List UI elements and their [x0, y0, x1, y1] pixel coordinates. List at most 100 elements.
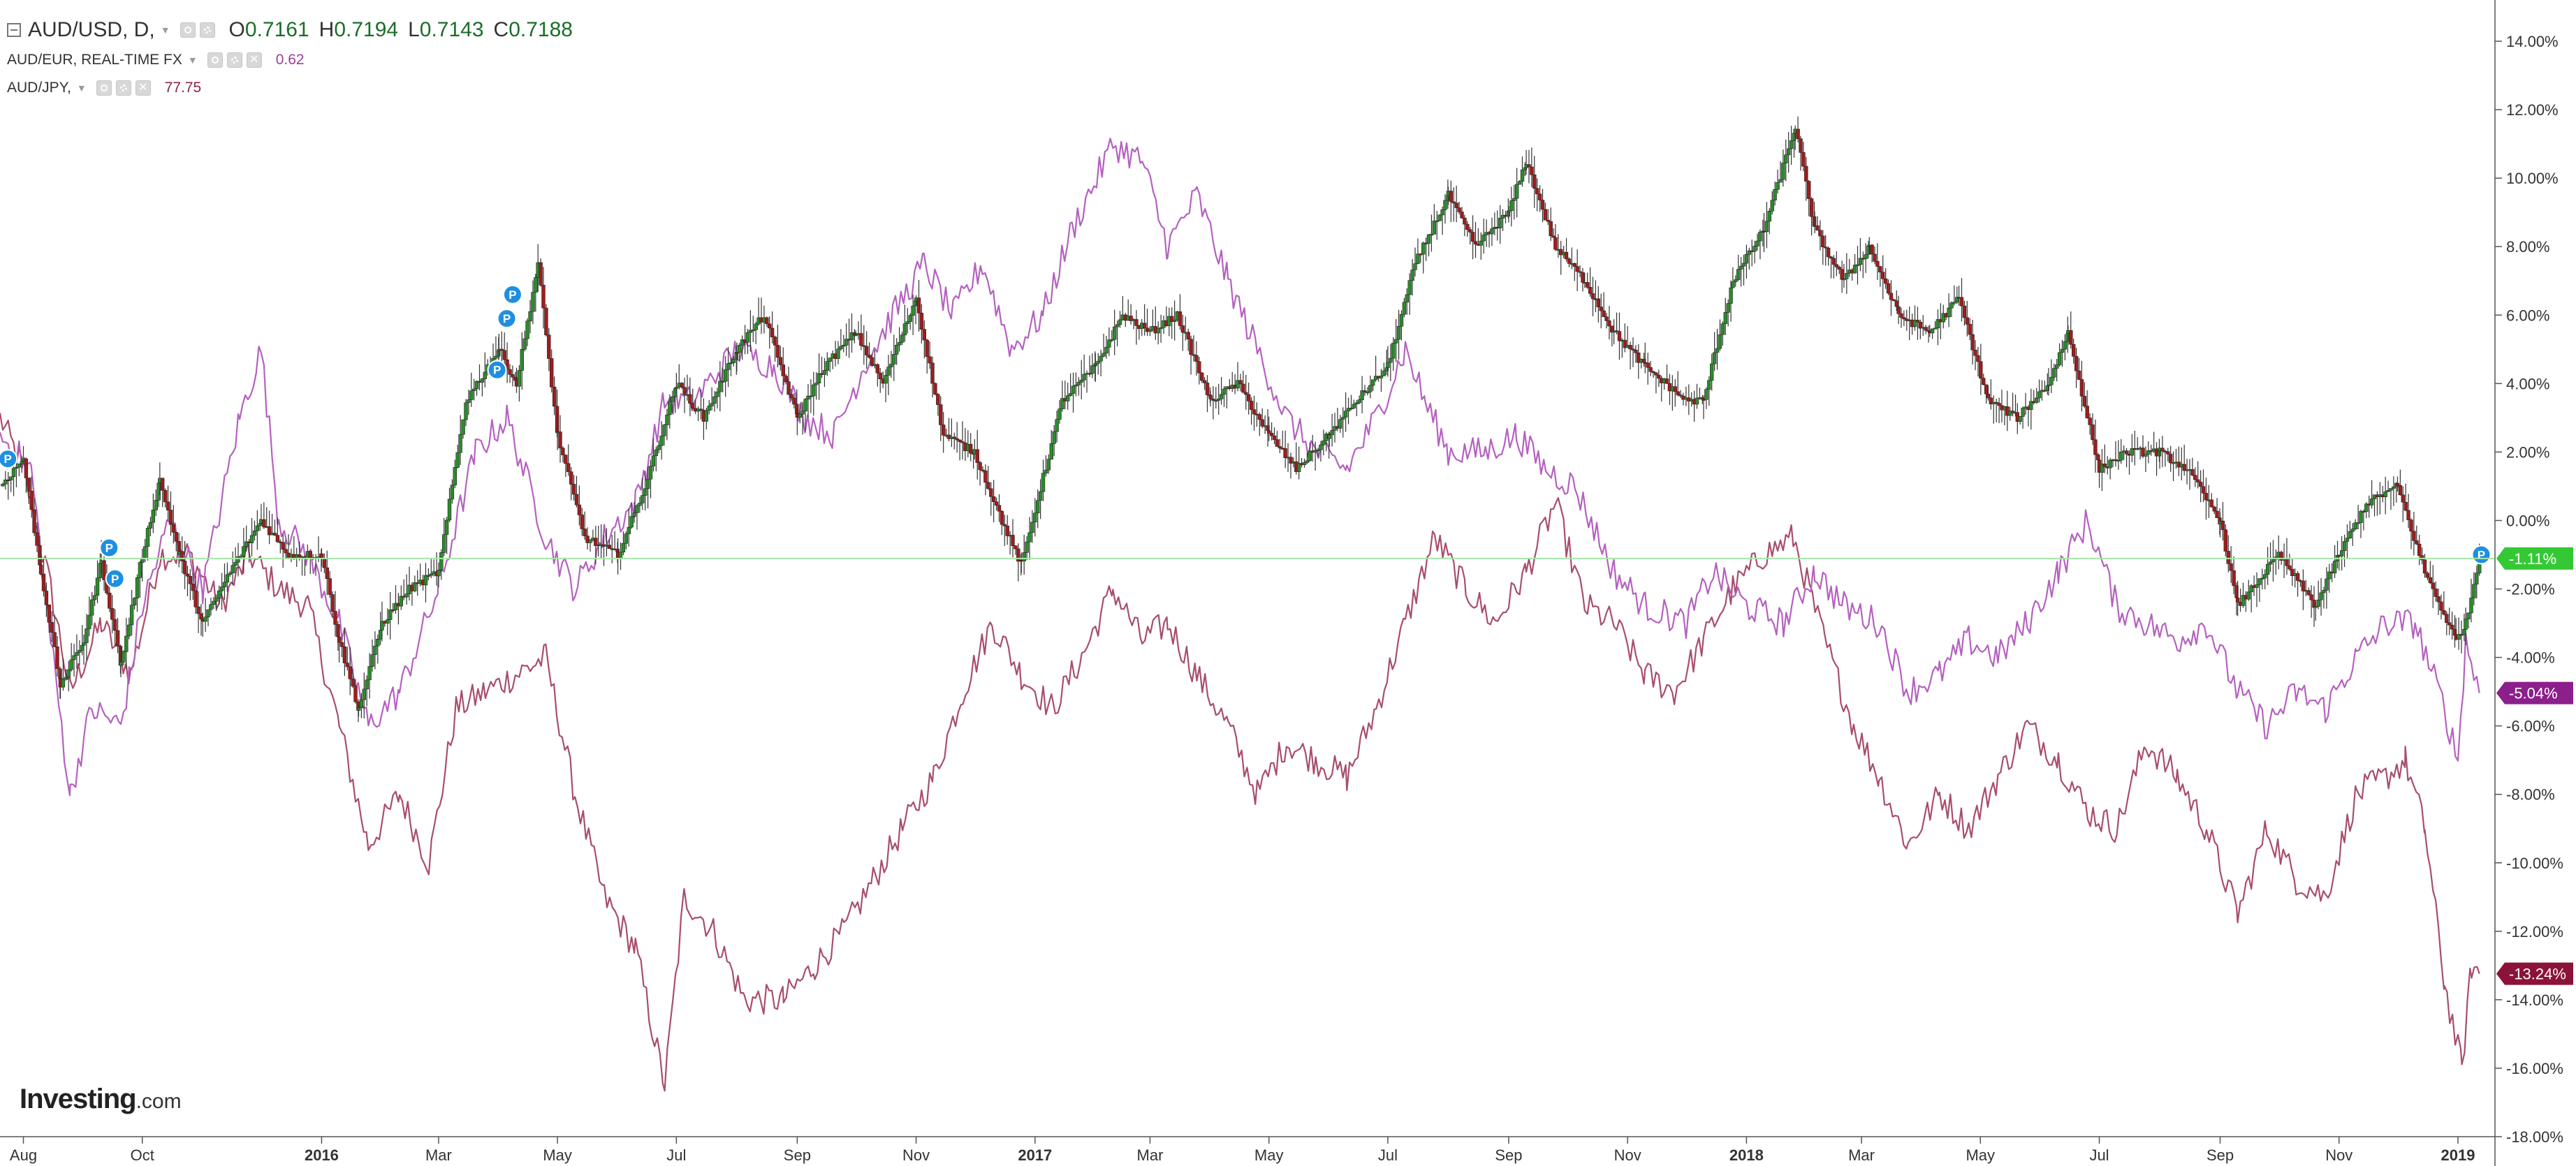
candle-up [1058, 408, 1062, 420]
candle [643, 471, 647, 511]
candle [828, 357, 832, 372]
candle-up [645, 478, 650, 489]
candle [219, 573, 224, 610]
chevron-down-icon[interactable]: ▼ [76, 82, 87, 94]
eye-icon[interactable] [96, 80, 112, 96]
candle-up [214, 598, 219, 602]
candle [674, 373, 679, 394]
candle-down [2223, 529, 2227, 552]
candle-down [2209, 499, 2213, 508]
y-tick-label: 14.00% [2506, 33, 2559, 50]
legend-row-aud-jpy[interactable]: AUD/JPY, ▼ 77.75 [7, 74, 573, 102]
candle-down [281, 542, 285, 550]
candle-up [588, 540, 592, 543]
candle-up [1726, 303, 1730, 313]
candle-down [1889, 293, 1894, 300]
candle-up [483, 371, 488, 379]
candle [975, 430, 979, 480]
candle [1363, 385, 1367, 396]
chevron-down-icon[interactable]: ▼ [160, 24, 170, 36]
close-icon[interactable] [246, 52, 262, 68]
candle-up [1391, 343, 1396, 359]
candle-up [724, 369, 728, 382]
candle [2229, 546, 2233, 583]
candle [1236, 362, 1240, 392]
candle-down [1267, 430, 1271, 434]
close-icon[interactable] [135, 80, 151, 96]
candle-down [1815, 225, 1820, 231]
legend-symbol-aud-eur[interactable]: AUD/EUR, REAL-TIME FX [7, 52, 182, 68]
candle-up [2008, 411, 2012, 416]
candle-up [2316, 599, 2320, 607]
legend-row-aud-eur[interactable]: AUD/EUR, REAL-TIME FX ▼ 0.62 [7, 46, 573, 74]
brand-word: Investing [20, 1084, 137, 1114]
candle-down [1962, 305, 1967, 318]
candle-up [1393, 339, 1398, 344]
candle-down [867, 355, 872, 358]
candle-down [1831, 258, 1836, 265]
candle-down [390, 609, 395, 612]
candle-down [1602, 310, 1606, 318]
candle-down [267, 526, 272, 536]
candle [182, 540, 187, 589]
candle [1129, 304, 1133, 325]
candle-down [196, 606, 200, 614]
candle-up [1076, 382, 1081, 385]
collapse-legend-icon[interactable] [7, 23, 21, 37]
gear-icon[interactable] [115, 80, 131, 96]
candle-down [997, 505, 1002, 512]
close-value: 0.7188 [508, 18, 573, 41]
note-marker: P [105, 568, 125, 589]
candle [35, 522, 39, 552]
candle-up [1715, 348, 1720, 353]
legend-symbol-aud-jpy[interactable]: AUD/JPY, [7, 80, 71, 96]
candle [2160, 436, 2165, 468]
candle-up [1313, 450, 1317, 453]
eye-icon[interactable] [207, 52, 223, 68]
candle-up [455, 452, 460, 468]
candle-up [1509, 200, 1514, 211]
candle-up [228, 573, 232, 575]
candle [994, 497, 999, 511]
candle [1878, 266, 1882, 287]
gear-icon[interactable] [199, 22, 215, 38]
candle [2091, 413, 2095, 445]
chevron-down-icon[interactable]: ▼ [187, 54, 198, 66]
candle [351, 668, 355, 688]
candle [359, 693, 364, 718]
candle-down [2295, 573, 2300, 581]
candle-up [1855, 264, 1860, 266]
candle-down [878, 372, 882, 379]
candle [1313, 441, 1317, 471]
candle-up [668, 401, 672, 415]
gear-icon[interactable] [226, 52, 242, 68]
candle [867, 342, 872, 360]
candle [925, 339, 929, 374]
candle-up [1933, 327, 1938, 330]
candle-up [1354, 402, 1359, 405]
candle-up [905, 321, 910, 324]
candle-up [1437, 214, 1442, 221]
candle-down [1272, 435, 1277, 440]
candle [1567, 257, 1572, 267]
candle-down [168, 510, 173, 525]
candle-down [2085, 406, 2089, 418]
candle [1214, 387, 1218, 409]
candle [1093, 353, 1098, 382]
candle-up [1443, 200, 1447, 210]
legend-symbol-aud-usd[interactable]: AUD/USD, D, [28, 18, 155, 41]
candle-down [1465, 223, 1470, 230]
candle-up [1, 484, 5, 487]
candle-up [1159, 327, 1163, 330]
candle [78, 640, 82, 666]
eye-icon[interactable] [180, 22, 196, 38]
candle [1818, 220, 1822, 251]
candle [1316, 448, 1320, 457]
candle-up [1046, 459, 1051, 471]
candle [1341, 407, 1345, 438]
candle [1013, 545, 1018, 555]
candle-up [87, 614, 92, 629]
